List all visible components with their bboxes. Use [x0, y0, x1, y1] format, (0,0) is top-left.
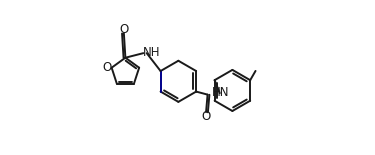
Text: HN: HN: [212, 86, 230, 99]
Text: O: O: [201, 110, 211, 123]
Text: NH: NH: [142, 46, 160, 59]
Text: O: O: [103, 61, 112, 74]
Text: O: O: [119, 23, 129, 36]
